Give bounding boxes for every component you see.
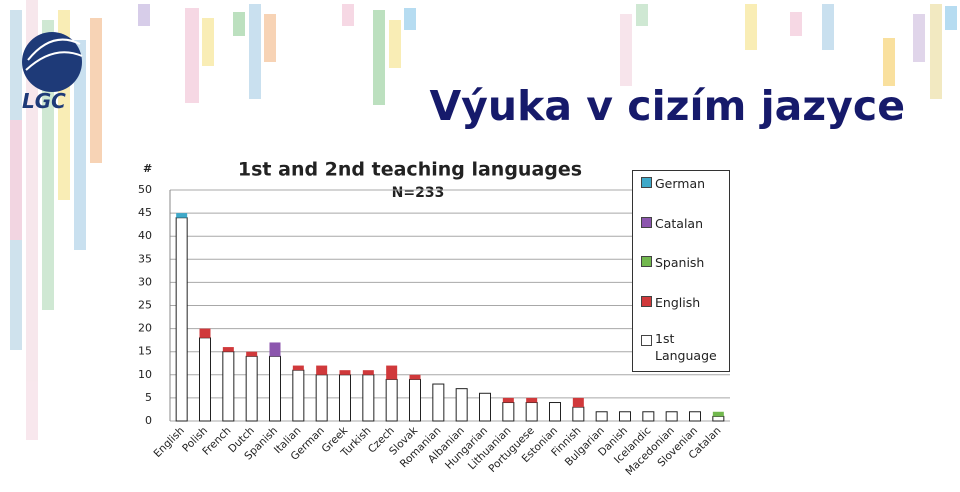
y-tick-label: 25: [138, 299, 152, 312]
y-tick-label: 35: [138, 252, 152, 265]
slide-title: Výuka v cizím jazyce: [429, 82, 905, 130]
bar-segment: [339, 374, 351, 422]
bar-segment: [455, 388, 468, 422]
bar-segment: [689, 411, 701, 422]
bar-segment: [595, 411, 608, 422]
chart-title: 1st and 2nd teaching languages: [238, 159, 582, 181]
legend-label: English: [655, 294, 701, 310]
y-axis-label: #: [143, 162, 152, 175]
bar-segment: [572, 406, 585, 422]
legend-label: Catalan: [655, 215, 704, 231]
bar-segment: [199, 328, 211, 338]
bar-segment: [362, 374, 375, 422]
y-tick-label: 0: [145, 414, 152, 427]
bar-segment: [385, 378, 398, 422]
legend-entry: Spanish: [641, 254, 727, 271]
y-tick-label: 30: [138, 275, 152, 288]
bar-segment: [176, 213, 188, 218]
y-tick-label: 50: [138, 183, 152, 196]
bar-segment: [292, 369, 305, 422]
bar-segment: [316, 365, 328, 375]
y-tick-label: 20: [138, 322, 152, 335]
bar-segment: [619, 411, 631, 422]
bar-segment: [339, 370, 351, 375]
bar-segment: [432, 383, 445, 422]
bar-segment: [362, 370, 374, 375]
bar-segment: [245, 355, 258, 422]
bar-segment: [712, 415, 725, 422]
bar-segment: [292, 365, 304, 371]
bar-segment: [502, 397, 514, 403]
legend-entry: 1st Language: [641, 331, 727, 364]
legend-swatch: [641, 335, 652, 346]
bar-segment: [712, 411, 724, 417]
bar-segment: [222, 347, 234, 352]
chart-subtitle: N=233: [392, 185, 445, 201]
bar-segment: [199, 337, 211, 422]
bar-segment: [502, 402, 515, 422]
bar-segment: [246, 351, 258, 357]
y-tick-label: 45: [138, 206, 152, 219]
bar-segment: [409, 374, 421, 380]
y-tick-label: 10: [138, 368, 152, 381]
bar-segment: [525, 402, 538, 422]
logo-text: LGC: [22, 89, 66, 113]
y-tick-label: 40: [138, 229, 152, 242]
bar-segment: [386, 365, 398, 380]
bar-segment: [526, 397, 538, 403]
bar-segment: [222, 351, 235, 422]
bar-segment: [175, 217, 188, 422]
bar-segment: [315, 374, 328, 422]
y-tick-label: 5: [145, 391, 152, 404]
legend-label: 1st Language: [655, 331, 717, 363]
bar-segment: [269, 355, 281, 422]
bar-segment: [642, 411, 655, 422]
legend-label: German: [655, 176, 706, 191]
bar-segment: [409, 378, 421, 422]
legend-swatch: [641, 177, 652, 188]
bar-segment: [572, 397, 584, 408]
bar-segment: [269, 342, 281, 357]
bar-segment: [549, 402, 561, 422]
legend-label: Spanish: [655, 255, 705, 270]
legend-swatch: [641, 256, 652, 267]
legend-swatch: [641, 216, 652, 228]
bar-segment: [665, 411, 678, 422]
legend-swatch: [641, 295, 652, 307]
legend: German Catalan Spanish English 1st Language: [632, 170, 730, 372]
bar-segment: [479, 392, 491, 422]
legend-entry: English: [641, 294, 727, 311]
y-tick-label: 15: [138, 345, 152, 358]
legend-entry: Catalan: [641, 215, 727, 232]
legend-entry: German: [641, 175, 727, 192]
